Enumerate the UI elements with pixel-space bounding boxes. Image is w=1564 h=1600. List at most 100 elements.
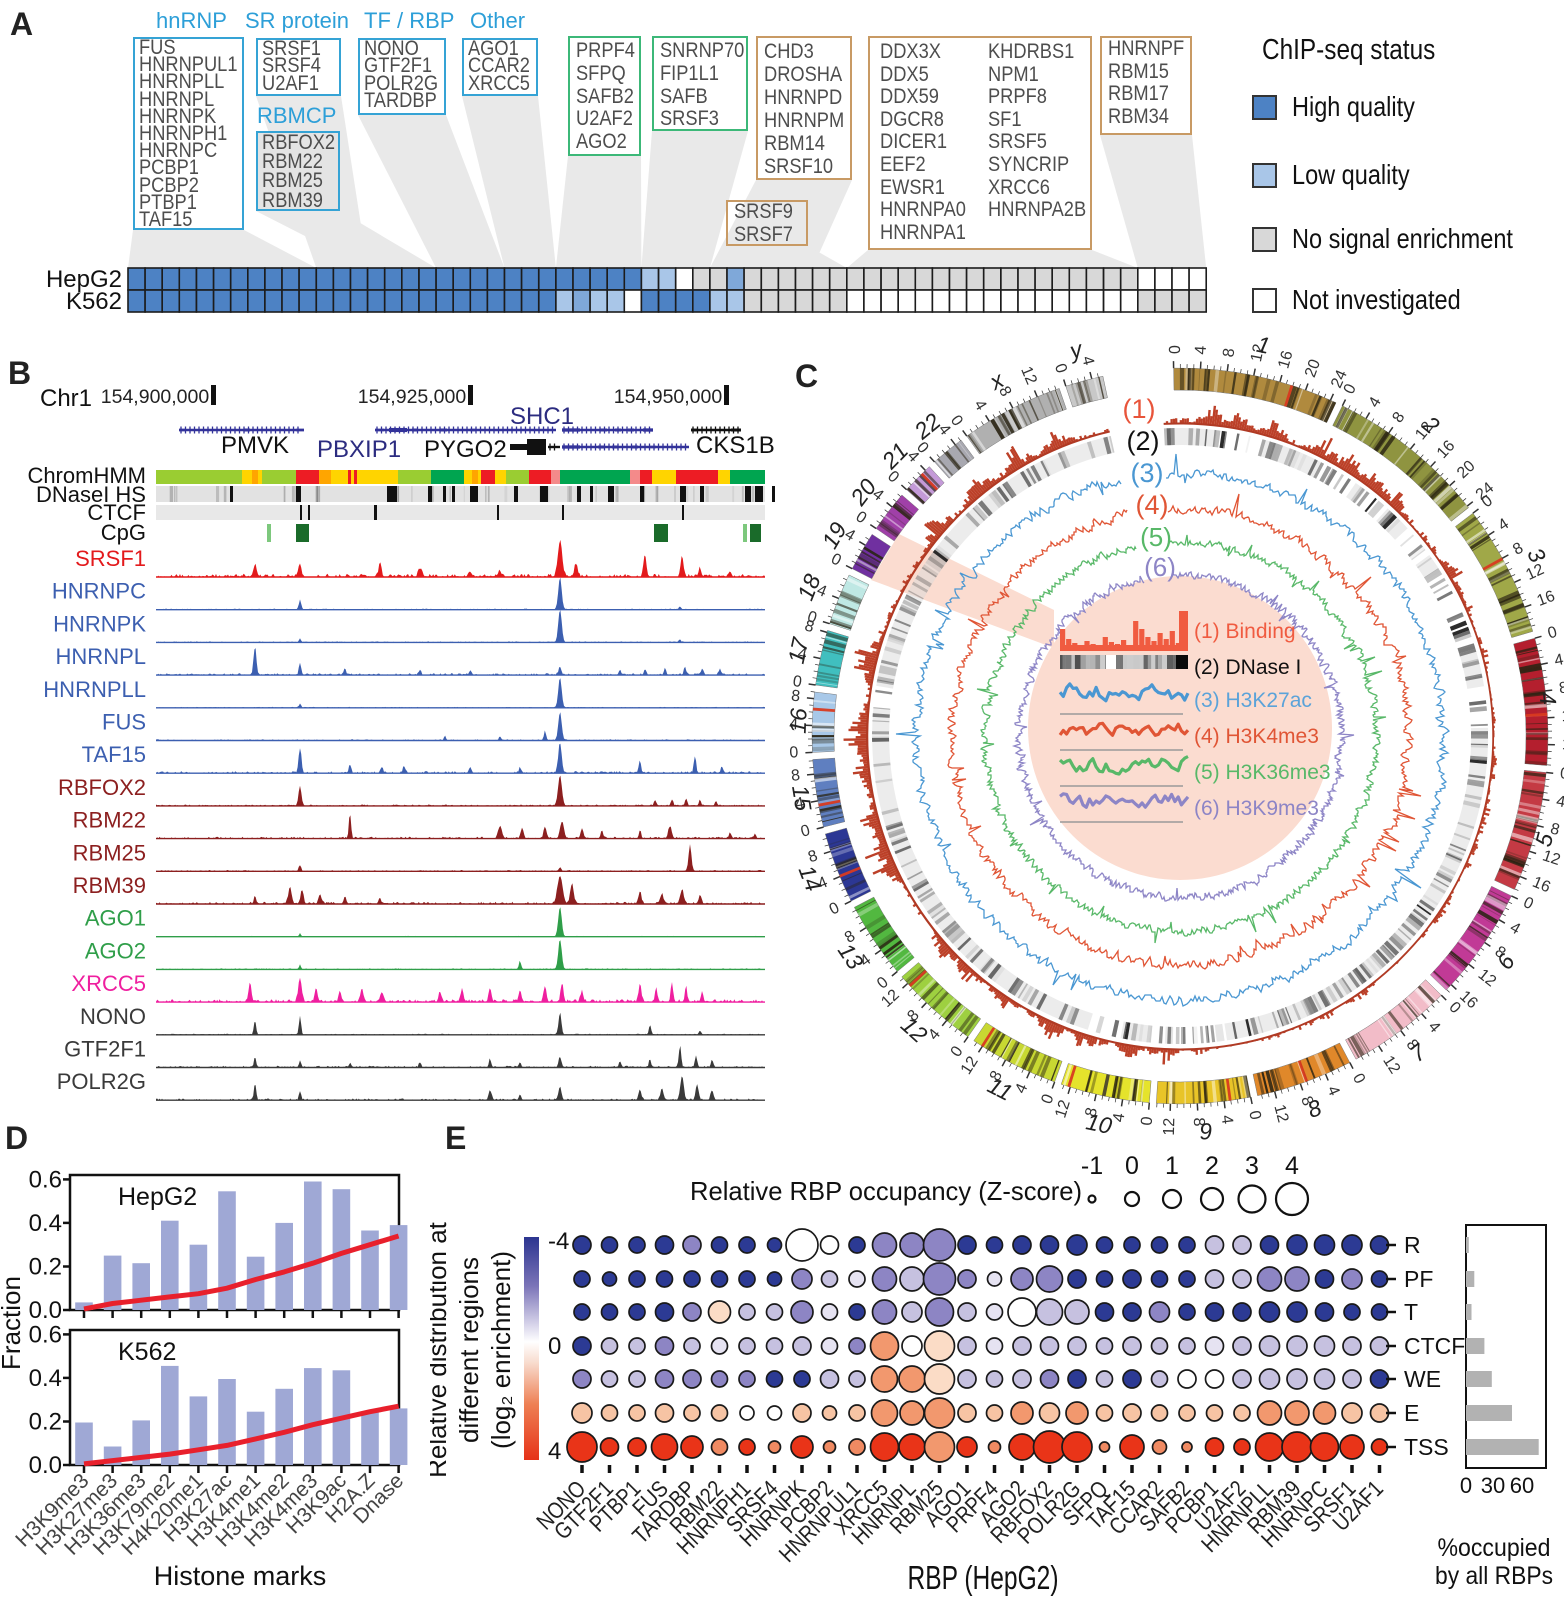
svg-text:30: 30 bbox=[1481, 1473, 1505, 1498]
svg-text:0: 0 bbox=[1165, 345, 1182, 354]
svg-text:12: 12 bbox=[1540, 847, 1562, 869]
svg-text:POLR2G: POLR2G bbox=[57, 1069, 146, 1094]
svg-text:FUS: FUS bbox=[102, 710, 146, 735]
svg-text:8: 8 bbox=[790, 688, 801, 706]
svg-text:20: 20 bbox=[1454, 457, 1479, 482]
svg-text:(3): (3) bbox=[1131, 458, 1164, 488]
svg-text:CpG: CpG bbox=[101, 520, 146, 545]
svg-text:8: 8 bbox=[790, 767, 801, 785]
svg-text:8: 8 bbox=[1220, 347, 1238, 358]
svg-text:8: 8 bbox=[1548, 820, 1561, 839]
svg-text:15: 15 bbox=[787, 783, 817, 813]
svg-text:0.4: 0.4 bbox=[29, 1210, 62, 1237]
svg-text:DNaseI HS: DNaseI HS bbox=[36, 482, 146, 507]
svg-text:12: 12 bbox=[1017, 364, 1040, 387]
svg-text:16: 16 bbox=[1434, 437, 1459, 462]
svg-text:RBM22: RBM22 bbox=[73, 808, 146, 833]
svg-text:16: 16 bbox=[1530, 874, 1553, 897]
svg-text:Histone marks: Histone marks bbox=[154, 1561, 327, 1591]
svg-text:(2): (2) bbox=[1127, 426, 1160, 456]
svg-text:4: 4 bbox=[1495, 515, 1512, 534]
svg-text:PF: PF bbox=[1404, 1266, 1433, 1292]
svg-text:(log₂ enrichment): (log₂ enrichment) bbox=[486, 1251, 516, 1449]
svg-text:HNRNPL: HNRNPL bbox=[56, 644, 146, 669]
svg-text:0: 0 bbox=[853, 508, 870, 527]
svg-text:-1: -1 bbox=[1081, 1152, 1103, 1180]
svg-text:0: 0 bbox=[799, 822, 812, 841]
svg-text:0: 0 bbox=[827, 899, 843, 918]
svg-text:10: 10 bbox=[1084, 1108, 1115, 1139]
svg-text:different regions: different regions bbox=[454, 1257, 484, 1443]
svg-text:XRCC5: XRCC5 bbox=[71, 971, 146, 996]
svg-text:0: 0 bbox=[1460, 1473, 1472, 1498]
svg-text:0: 0 bbox=[1349, 1071, 1368, 1087]
svg-text:RBP (HepG2): RBP (HepG2) bbox=[908, 1559, 1059, 1596]
svg-text:12: 12 bbox=[1475, 966, 1500, 990]
svg-text:CTCF: CTCF bbox=[1404, 1333, 1465, 1359]
svg-text:20: 20 bbox=[1302, 357, 1324, 380]
svg-text:24: 24 bbox=[1328, 367, 1351, 390]
svg-text:4: 4 bbox=[1534, 691, 1561, 706]
svg-text:1: 1 bbox=[1254, 331, 1272, 359]
svg-text:12: 12 bbox=[1523, 561, 1546, 584]
svg-text:-4: -4 bbox=[548, 1228, 569, 1255]
svg-text:0: 0 bbox=[548, 1333, 561, 1360]
svg-text:(4) H3K4me3: (4) H3K4me3 bbox=[1194, 725, 1319, 748]
svg-text:%occupied: %occupied bbox=[1438, 1534, 1551, 1562]
svg-text:(4): (4) bbox=[1136, 490, 1169, 520]
svg-text:HNRNPLL: HNRNPLL bbox=[43, 677, 146, 702]
svg-text:0: 0 bbox=[792, 673, 803, 691]
svg-text:GTF2F1: GTF2F1 bbox=[64, 1037, 146, 1062]
svg-text:8: 8 bbox=[1190, 1117, 1207, 1127]
svg-text:16: 16 bbox=[785, 707, 812, 734]
svg-text:0.2: 0.2 bbox=[29, 1253, 62, 1280]
svg-text:0.6: 0.6 bbox=[29, 1321, 62, 1348]
svg-text:0: 0 bbox=[1445, 999, 1463, 1017]
svg-text:(6): (6) bbox=[1144, 552, 1176, 582]
svg-text:0.6: 0.6 bbox=[29, 1166, 62, 1193]
svg-text:13: 13 bbox=[833, 938, 869, 974]
svg-text:Relative distribution at: Relative distribution at bbox=[430, 1221, 452, 1478]
svg-text:(1): (1) bbox=[1123, 394, 1156, 424]
svg-text:by all RBPs: by all RBPs bbox=[1435, 1562, 1553, 1590]
svg-text:4: 4 bbox=[1507, 919, 1523, 938]
svg-text:Relative RBP occupancy (Z-scor: Relative RBP occupancy (Z-score) bbox=[690, 1176, 1082, 1206]
svg-text:12: 12 bbox=[1052, 1098, 1074, 1120]
svg-text:12: 12 bbox=[1248, 343, 1268, 364]
svg-text:AGO2: AGO2 bbox=[85, 938, 146, 963]
svg-text:4: 4 bbox=[1366, 394, 1385, 410]
svg-text:(2) DNase I: (2) DNase I bbox=[1194, 656, 1301, 679]
svg-text:0: 0 bbox=[1139, 1116, 1157, 1126]
svg-text:8: 8 bbox=[1558, 679, 1564, 697]
svg-text:4: 4 bbox=[970, 397, 989, 414]
svg-text:12: 12 bbox=[1379, 1053, 1403, 1077]
svg-text:0.2: 0.2 bbox=[29, 1408, 62, 1435]
svg-text:4: 4 bbox=[1078, 354, 1097, 367]
svg-text:4: 4 bbox=[1285, 1152, 1299, 1180]
svg-text:12: 12 bbox=[896, 1011, 933, 1048]
svg-text:CTCF: CTCF bbox=[87, 500, 146, 525]
svg-text:SHC1: SHC1 bbox=[510, 403, 574, 430]
svg-text:(3) H3K27ac: (3) H3K27ac bbox=[1194, 689, 1312, 712]
svg-text:SRSF1: SRSF1 bbox=[75, 546, 146, 571]
svg-text:0.0: 0.0 bbox=[29, 1297, 62, 1324]
svg-text:RBFOX2: RBFOX2 bbox=[58, 775, 146, 800]
svg-text:0.0: 0.0 bbox=[29, 1452, 62, 1479]
svg-text:Fraction: Fraction bbox=[0, 1276, 26, 1370]
svg-text:20: 20 bbox=[845, 474, 882, 511]
svg-text:(6) H3K9me3: (6) H3K9me3 bbox=[1194, 797, 1319, 820]
svg-text:4: 4 bbox=[1425, 1018, 1444, 1036]
svg-text:0: 0 bbox=[1051, 362, 1070, 376]
svg-text:RBM25: RBM25 bbox=[73, 840, 146, 865]
svg-text:4: 4 bbox=[548, 1438, 561, 1465]
svg-text:3: 3 bbox=[1245, 1152, 1259, 1180]
svg-text:12: 12 bbox=[1561, 707, 1564, 725]
svg-text:(1) Binding: (1) Binding bbox=[1194, 620, 1296, 643]
svg-text:154,900,000: 154,900,000 bbox=[101, 386, 210, 408]
svg-text:WE: WE bbox=[1404, 1366, 1441, 1392]
svg-text:E: E bbox=[1404, 1400, 1419, 1426]
svg-text:2: 2 bbox=[1205, 1152, 1219, 1180]
svg-text:4: 4 bbox=[1218, 1114, 1236, 1125]
svg-text:9: 9 bbox=[1198, 1118, 1213, 1145]
svg-text:0: 0 bbox=[1125, 1152, 1139, 1180]
